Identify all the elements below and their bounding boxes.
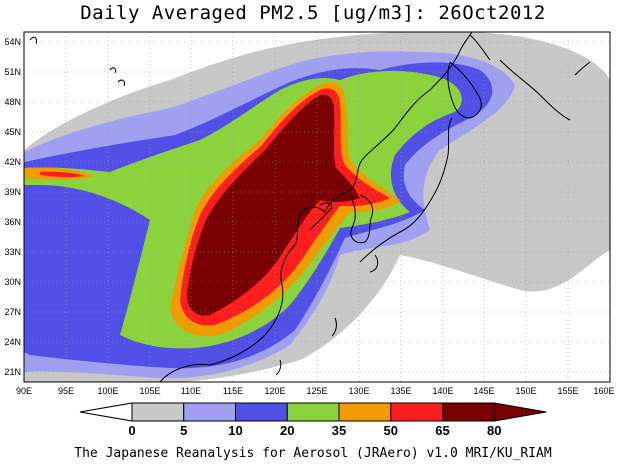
lat-tick: 45N (4, 127, 21, 137)
lat-tick: 54N (4, 37, 21, 47)
lon-tick: 110E (181, 386, 201, 396)
lon-tick: 90E (16, 386, 32, 396)
lon-tick: 115E (223, 386, 243, 396)
lat-tick: 48N (4, 97, 21, 107)
lat-tick: 33N (4, 247, 21, 257)
lon-tick: 140E (432, 386, 453, 396)
lat-tick: 51N (4, 67, 21, 77)
lat-tick-labels: 54N 51N 48N 45N 42N 39N 36N 33N 30N 27N … (4, 37, 21, 377)
colorbar-label: 65 (435, 423, 449, 438)
colorbar-label: 50 (384, 423, 398, 438)
lat-tick: 27N (4, 307, 21, 317)
lon-tick: 100E (97, 386, 118, 396)
lon-tick: 150E (515, 386, 536, 396)
lon-tick: 125E (306, 386, 327, 396)
lat-tick: 39N (4, 187, 21, 197)
lon-tick: 130E (348, 386, 369, 396)
lat-tick: 24N (4, 337, 21, 347)
colorbar-label: 0 (128, 423, 135, 438)
lat-tick: 30N (4, 277, 21, 287)
colorbar-segment (442, 402, 495, 422)
colorbar-arrow-low (79, 402, 133, 422)
colorbar: 0 5 10 20 35 50 65 80 (79, 402, 547, 438)
lon-tick: 120E (264, 386, 285, 396)
colorbar-segment (183, 402, 236, 422)
colorbar-segment (235, 402, 288, 422)
colorbar-arrow-high (493, 402, 547, 422)
grid-lines (24, 32, 610, 382)
lon-tick: 135E (390, 386, 411, 396)
colorbar-label: 35 (332, 423, 346, 438)
level-80-region (186, 94, 360, 316)
lat-tick: 21N (4, 367, 21, 377)
colorbar-segment (286, 402, 340, 422)
lon-tick: 95E (58, 386, 74, 396)
coastlines (29, 32, 591, 382)
map-title: Daily Averaged PM2.5 [ug/m3]: 26Oct2012 (80, 2, 546, 24)
lon-tick: 160E (593, 386, 614, 396)
map-frame (23, 31, 611, 383)
colorbar-label: 20 (280, 423, 294, 438)
colorbar-label: 5 (180, 423, 187, 438)
lat-tick: 36N (4, 217, 21, 227)
colorbar-segment (338, 402, 392, 422)
lat-tick: 42N (4, 157, 21, 167)
lon-tick-labels: 90E 95E 100E 105E 110E 115E 120E 125E 13… (16, 386, 615, 396)
lon-tick: 105E (139, 386, 160, 396)
colorbar-segment (131, 402, 185, 422)
colorbar-label: 80 (487, 423, 501, 438)
lon-tick: 145E (473, 386, 494, 396)
colorbar-label: 10 (228, 423, 242, 438)
concentration-field (24, 32, 610, 382)
colorbar-segment (390, 402, 443, 422)
credit-line: The Japanese Reanalysis for Aerosol (JRA… (74, 446, 552, 461)
lon-tick: 155E (557, 386, 578, 396)
